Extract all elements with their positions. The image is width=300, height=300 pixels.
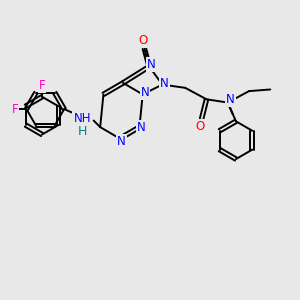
Text: NH: NH — [74, 112, 91, 125]
Text: O: O — [138, 34, 147, 47]
Text: O: O — [195, 120, 205, 133]
Text: F: F — [39, 79, 45, 92]
Text: N: N — [147, 58, 156, 71]
Text: N: N — [226, 93, 235, 106]
Text: N: N — [141, 85, 149, 99]
Text: N: N — [137, 121, 146, 134]
Text: H: H — [78, 125, 88, 138]
Text: N: N — [160, 77, 169, 90]
Text: F: F — [12, 103, 18, 116]
Text: N: N — [117, 135, 126, 148]
